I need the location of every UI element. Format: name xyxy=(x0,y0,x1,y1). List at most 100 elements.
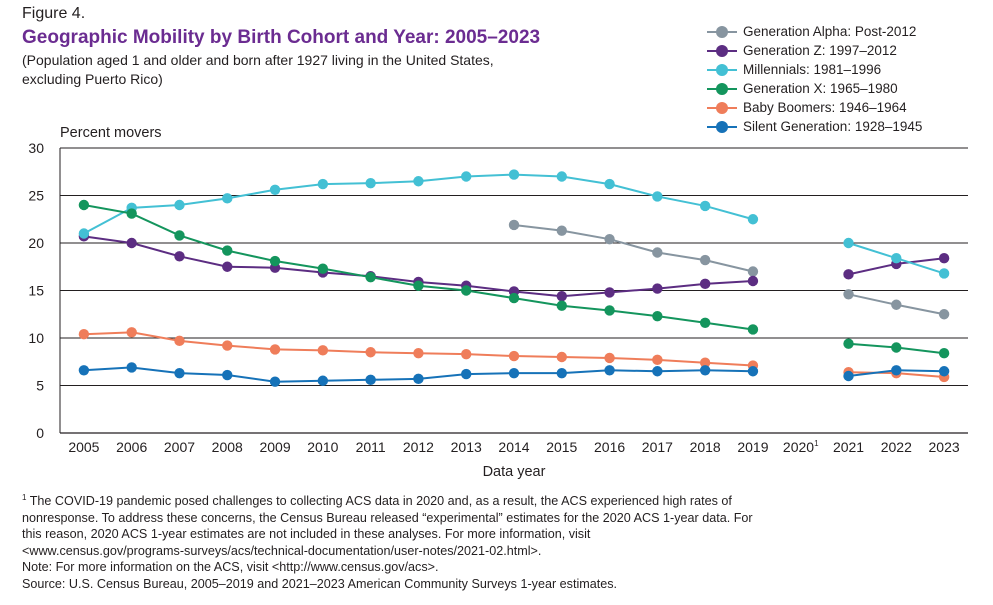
data-point xyxy=(126,208,137,219)
x-tick-label: 2011 xyxy=(356,439,386,455)
x-tick-label: 2016 xyxy=(594,439,625,455)
data-point xyxy=(269,255,281,267)
data-point xyxy=(461,368,472,380)
x-tick-label: 2013 xyxy=(451,439,482,455)
legend-swatch xyxy=(707,25,737,38)
data-point xyxy=(891,365,902,376)
x-tick-label: 2007 xyxy=(164,439,195,455)
data-point xyxy=(938,366,950,377)
covid-footnote-line: <www.census.gov/programs-surveys/acs/tec… xyxy=(22,543,542,558)
data-point xyxy=(604,365,615,376)
data-point xyxy=(365,347,376,358)
data-point xyxy=(747,366,759,377)
data-point xyxy=(317,375,329,386)
covid-footnote-line: nonresponse. To address these concerns, … xyxy=(22,510,753,525)
x-tick-label: 2005 xyxy=(68,439,99,455)
x-tick-label: 2022 xyxy=(881,439,912,455)
data-point xyxy=(413,373,424,385)
legend-label: Generation Alpha: Post-2012 xyxy=(743,24,917,39)
data-point xyxy=(365,272,376,283)
y-tick-label: 0 xyxy=(36,425,44,441)
data-point xyxy=(556,300,567,311)
data-point xyxy=(843,338,854,349)
data-point xyxy=(747,275,759,287)
data-point xyxy=(78,365,90,376)
data-point xyxy=(938,253,950,264)
data-point xyxy=(699,278,711,290)
data-point xyxy=(78,199,90,211)
legend-swatch xyxy=(707,44,737,57)
data-point xyxy=(891,253,902,264)
data-point xyxy=(317,178,329,190)
data-point xyxy=(843,269,854,280)
data-point xyxy=(174,199,185,211)
data-point xyxy=(461,285,472,296)
data-point xyxy=(843,370,854,382)
x-tick-label: 2008 xyxy=(212,439,243,455)
data-point xyxy=(938,309,950,320)
data-point xyxy=(174,251,185,262)
legend-item: Baby Boomers: 1946–1964 xyxy=(707,98,922,117)
footnote-marker: 1 xyxy=(22,492,27,502)
legend-label: Silent Generation: 1928–1945 xyxy=(743,119,923,134)
data-point xyxy=(174,230,185,241)
x-tick-label: 2006 xyxy=(116,439,147,455)
x-tick-label: 2010 xyxy=(307,439,338,455)
data-point xyxy=(747,214,759,225)
legend-swatch xyxy=(707,101,737,114)
series xyxy=(508,219,950,320)
footnotes: 1 The COVID-19 pandemic posed challenges… xyxy=(22,493,982,593)
x-tick-label: 20201 xyxy=(783,439,819,455)
data-point xyxy=(604,305,615,316)
data-point xyxy=(126,237,137,249)
data-point xyxy=(556,367,567,379)
data-point xyxy=(652,366,663,377)
series xyxy=(78,199,950,359)
data-point xyxy=(174,367,185,379)
data-point xyxy=(604,352,615,364)
data-point xyxy=(78,228,90,239)
data-point xyxy=(222,245,233,256)
x-tick-label: 2021 xyxy=(833,439,864,455)
data-point xyxy=(269,376,281,387)
data-point xyxy=(222,193,233,204)
covid-footnote-line: this reason, 2020 ACS 1-year estimates a… xyxy=(22,527,591,542)
data-point xyxy=(461,348,472,360)
y-axis-label: Percent movers xyxy=(60,125,162,141)
figure-label: Figure 4. xyxy=(22,5,86,22)
series-line xyxy=(513,223,754,273)
legend-label: Generation Z: 1997–2012 xyxy=(743,43,897,58)
legend-swatch xyxy=(707,120,737,133)
data-point xyxy=(699,365,711,376)
y-tick-label: 15 xyxy=(28,283,44,299)
legend-label: Generation X: 1965–1980 xyxy=(743,81,898,96)
data-point xyxy=(413,348,424,359)
source-note: Source: U.S. Census Bureau, 2005–2019 an… xyxy=(22,576,618,591)
data-point xyxy=(652,247,663,258)
data-point xyxy=(652,310,663,322)
data-point xyxy=(269,184,281,195)
data-point xyxy=(652,283,663,294)
data-point xyxy=(843,237,854,249)
data-point xyxy=(461,171,472,182)
legend-item: Generation Alpha: Post-2012 xyxy=(707,22,922,41)
data-point xyxy=(508,350,520,362)
data-point xyxy=(652,354,663,366)
series xyxy=(78,327,950,383)
line-chart: Percent movers 0 5 10 15 20 25 30 2005 2006 2007 20… xyxy=(28,125,968,480)
data-point xyxy=(891,299,902,310)
chart-legend: Generation Alpha: Post-2012 Generation Z:… xyxy=(707,22,922,136)
data-point xyxy=(508,169,520,180)
data-point xyxy=(556,351,567,363)
legend-label: Baby Boomers: 1946–1964 xyxy=(743,100,907,115)
data-point xyxy=(699,357,711,368)
covid-footnote-line: 1 The COVID-19 pandemic posed challenges… xyxy=(22,492,732,508)
data-point xyxy=(699,200,711,212)
data-point xyxy=(604,178,615,190)
data-point xyxy=(317,345,329,356)
y-tick-label: 20 xyxy=(28,235,44,251)
data-point xyxy=(938,348,950,359)
data-point xyxy=(222,340,233,351)
x-tick-label: 2015 xyxy=(546,439,577,455)
data-point xyxy=(604,234,615,245)
